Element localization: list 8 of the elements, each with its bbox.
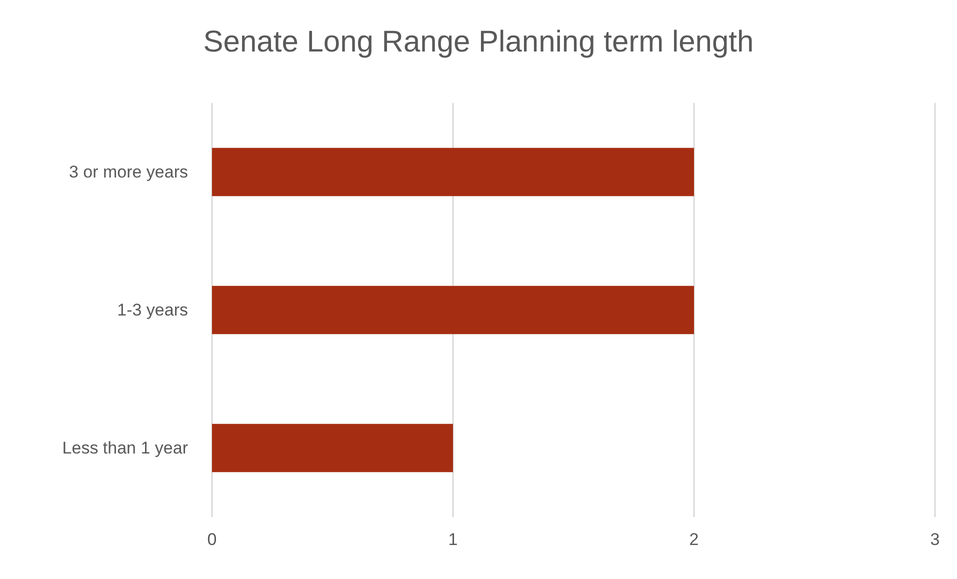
y-tick-label: 3 or more years xyxy=(68,162,188,182)
x-tick-label: 1 xyxy=(448,530,458,549)
y-tick-label: 1-3 years xyxy=(117,300,188,320)
y-tick-label: Less than 1 year xyxy=(62,438,188,458)
chart-title: Senate Long Range Planning term length xyxy=(203,26,754,58)
x-tick-label: 2 xyxy=(689,530,699,549)
x-tick-label: 0 xyxy=(207,530,217,549)
x-tick-label: 3 xyxy=(930,530,940,549)
